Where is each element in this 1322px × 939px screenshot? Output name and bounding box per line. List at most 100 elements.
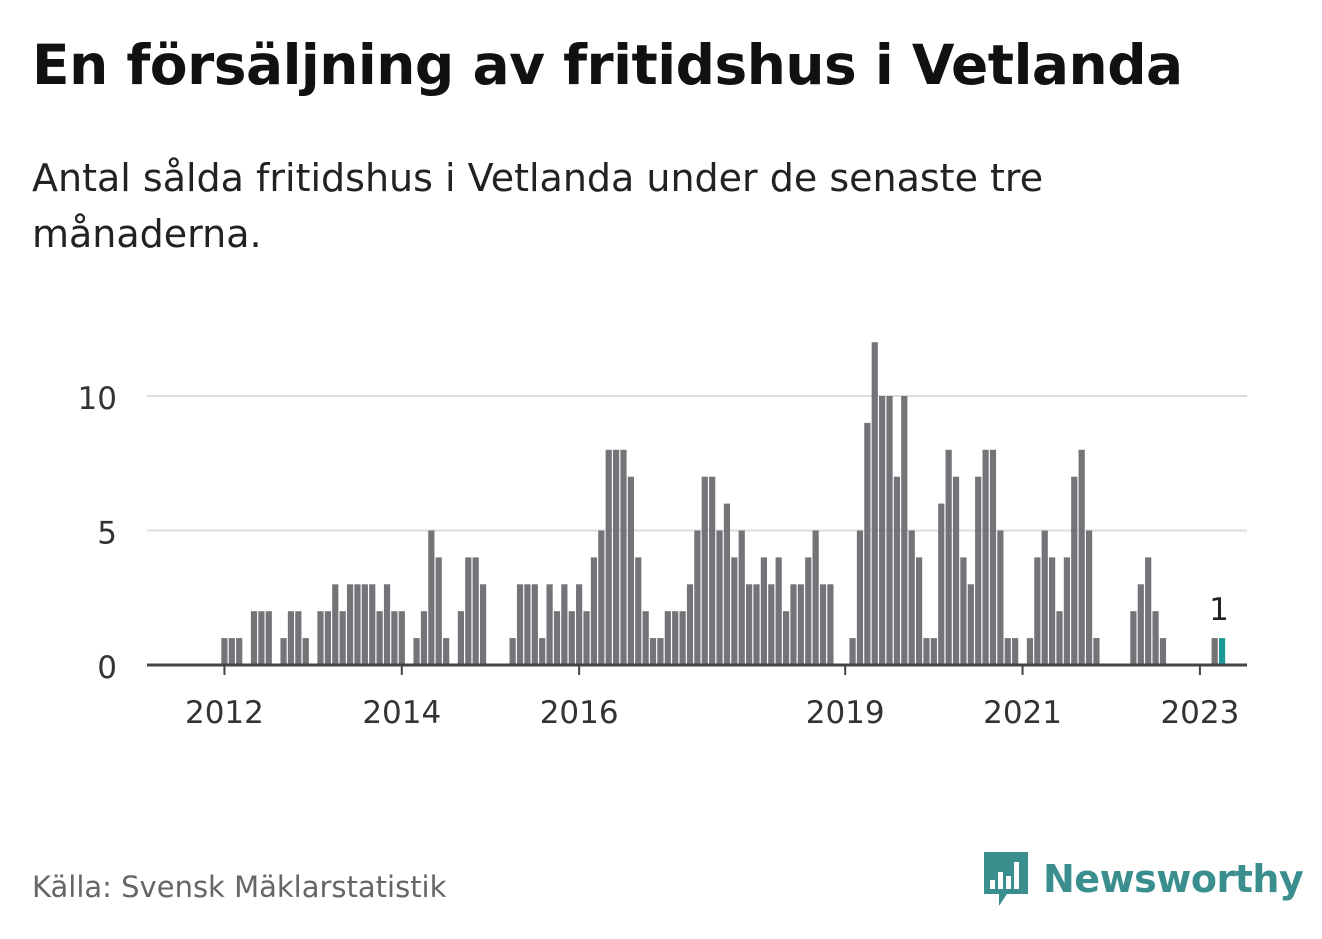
bar <box>723 503 731 665</box>
bar <box>746 584 753 665</box>
bar <box>642 611 649 665</box>
bar <box>716 530 723 665</box>
bar <box>598 530 605 665</box>
bar <box>1034 557 1041 665</box>
x-tick-label: 2019 <box>806 695 885 731</box>
bar <box>627 476 634 665</box>
x-tick-label: 2012 <box>185 695 264 731</box>
bar <box>938 503 945 665</box>
bar <box>982 449 989 665</box>
bar <box>923 638 930 665</box>
bar <box>546 584 553 665</box>
y-tick-label: 5 <box>97 516 117 552</box>
brand-name: Newsworthy <box>1043 857 1304 901</box>
bar <box>657 638 664 665</box>
newsworthy-logo: Newsworthy <box>981 850 1304 908</box>
bar <box>258 611 265 665</box>
bar <box>649 638 657 665</box>
data-labels: 1 <box>1209 592 1229 628</box>
bar <box>768 584 775 665</box>
bar <box>376 611 383 665</box>
bar <box>590 557 598 665</box>
bar <box>1093 638 1100 665</box>
bar <box>369 584 376 665</box>
bar <box>435 557 442 665</box>
bar <box>1159 638 1167 665</box>
bar <box>856 530 864 665</box>
bar <box>302 638 309 665</box>
bar <box>893 476 901 665</box>
bar <box>731 557 738 665</box>
y-tick-label: 10 <box>78 381 117 417</box>
bar <box>686 584 694 665</box>
source-note: Källa: Svensk Mäklarstatistik <box>32 870 447 904</box>
highlight-value-label: 1 <box>1209 592 1229 628</box>
bar <box>295 611 302 665</box>
bar <box>1211 638 1218 665</box>
bar <box>782 611 790 665</box>
bar <box>967 584 974 665</box>
bar <box>457 611 465 665</box>
bar <box>516 584 524 665</box>
bar <box>1049 557 1056 665</box>
bar <box>738 530 745 665</box>
x-tick-label: 2016 <box>540 695 619 731</box>
bar <box>819 584 827 665</box>
bar <box>280 638 287 665</box>
bar <box>797 584 804 665</box>
bar <box>672 611 679 665</box>
chart-subtitle: Antal sålda fritidshus i Vetlanda under … <box>32 156 1044 256</box>
bar <box>413 638 420 665</box>
bar <box>908 530 915 665</box>
bar <box>443 638 450 665</box>
x-tick-label: 2021 <box>983 695 1062 731</box>
bar <box>1012 638 1019 665</box>
bar <box>879 396 886 665</box>
bars <box>221 342 1226 665</box>
bar <box>324 611 331 665</box>
bar <box>1056 611 1063 665</box>
bar <box>1085 530 1093 665</box>
bar <box>221 638 228 665</box>
bar <box>605 449 612 665</box>
bar <box>228 638 235 665</box>
x-axis: 2012 2014 2016 2019 2021 2023 <box>147 663 1247 731</box>
bar <box>997 530 1004 665</box>
bar <box>472 557 479 665</box>
bar <box>1145 557 1152 665</box>
bar <box>901 396 908 665</box>
bar <box>1063 557 1070 665</box>
bar <box>827 584 834 665</box>
bar <box>1130 611 1137 665</box>
bar <box>265 611 272 665</box>
bar <box>805 557 812 665</box>
bar <box>1078 449 1085 665</box>
bar <box>568 611 575 665</box>
bar <box>613 449 620 665</box>
bar <box>989 449 997 665</box>
bar <box>812 530 819 665</box>
bar <box>952 476 960 665</box>
bar <box>583 611 590 665</box>
bar-chart: 0 5 10 2012 2014 2016 2019 2021 2023 1 <box>78 342 1247 731</box>
bar <box>361 584 368 665</box>
bar-chart-bubble-icon <box>984 852 1028 906</box>
bar <box>960 557 967 665</box>
bar <box>531 584 538 665</box>
bar <box>250 611 258 665</box>
bar <box>790 584 797 665</box>
bar <box>886 396 893 665</box>
bar <box>561 584 568 665</box>
bar <box>635 557 642 665</box>
bar <box>509 638 516 665</box>
bar <box>915 557 923 665</box>
y-axis-ticks: 0 5 10 <box>78 381 117 686</box>
bar <box>930 638 937 665</box>
bar <box>420 611 428 665</box>
bar <box>620 449 627 665</box>
bar <box>694 530 701 665</box>
bar <box>576 584 583 665</box>
bar <box>524 584 531 665</box>
bar <box>479 584 487 665</box>
bar <box>287 611 295 665</box>
